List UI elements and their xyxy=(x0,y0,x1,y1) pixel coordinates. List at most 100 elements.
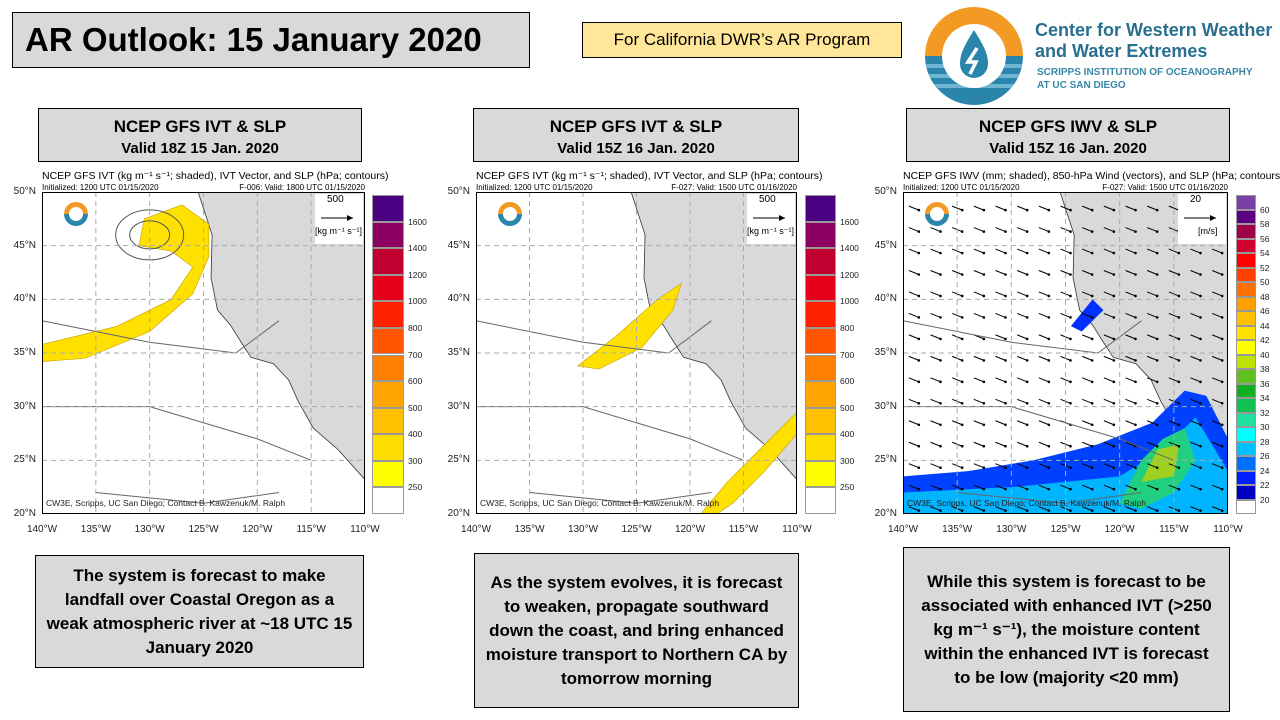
lat-label: 30°N xyxy=(13,400,36,412)
lat-label: 20°N xyxy=(13,508,36,519)
colorbar-swatch xyxy=(372,274,404,302)
reference-vector-units: [m/s] xyxy=(1198,226,1218,236)
colorbar-swatch xyxy=(372,354,404,382)
lat-label: 50°N xyxy=(874,186,897,197)
colorbar-swatch xyxy=(805,354,836,382)
cw3e-logo-icon xyxy=(64,202,88,226)
lat-label: 30°N xyxy=(874,400,897,412)
lon-label: 140°W xyxy=(887,524,919,535)
lat-label: 45°N xyxy=(874,239,897,251)
colorbar-label: 300 xyxy=(408,455,423,466)
reference-vector-value: 500 xyxy=(327,194,344,205)
colorbar-swatch xyxy=(372,460,404,488)
colorbar-swatch xyxy=(372,487,404,514)
slide-title: AR Outlook: 15 January 2020 xyxy=(12,12,530,68)
map-title: NCEP GFS IWV (mm; shaded), 850-hPa Wind … xyxy=(903,170,1280,182)
colorbar-label: 30 xyxy=(1260,422,1270,432)
colorbar-swatch xyxy=(372,327,404,355)
colorbar-swatch xyxy=(1236,499,1256,514)
lon-label: 125°W xyxy=(188,524,219,535)
lat-label: 25°N xyxy=(447,454,470,466)
colorbar-swatch xyxy=(805,274,836,302)
colorbar-label: 1400 xyxy=(840,243,859,254)
colorbar-swatch xyxy=(1236,441,1256,456)
colorbar-label: 34 xyxy=(1260,393,1270,403)
colorbar-swatch xyxy=(805,487,836,514)
colorbar-label: 600 xyxy=(408,376,423,387)
colorbar-label: 26 xyxy=(1260,451,1270,461)
panel-3-description: While this system is forecast to be asso… xyxy=(903,547,1230,712)
colorbar-swatch xyxy=(1236,282,1256,297)
lon-label: 140°W xyxy=(460,524,492,535)
colorbar-label: 500 xyxy=(840,402,855,413)
lat-label: 20°N xyxy=(447,508,470,519)
lon-label: 115°W xyxy=(1159,524,1189,535)
map-title: NCEP GFS IVT (kg m⁻¹ s⁻¹; shaded), IVT V… xyxy=(42,170,389,182)
lat-label: 50°N xyxy=(447,186,470,197)
lat-label: 40°N xyxy=(447,293,470,305)
colorbar-label: 250 xyxy=(840,482,855,493)
lon-label: 130°W xyxy=(996,524,1027,535)
colorbar-label: 800 xyxy=(840,322,855,333)
colorbar-swatch xyxy=(372,195,404,222)
land-mass xyxy=(630,192,797,481)
colorbar-label: 60 xyxy=(1260,204,1270,215)
colorbar-label: 700 xyxy=(408,349,423,360)
colorbar-label: 600 xyxy=(840,376,855,387)
panel-1-description: The system is forecast to make landfall … xyxy=(35,555,364,668)
panel-2-header: NCEP GFS IVT & SLP Valid 15Z 16 Jan. 2020 xyxy=(473,108,799,162)
colorbar-label: 44 xyxy=(1260,320,1270,331)
colorbar-label: 700 xyxy=(840,349,855,360)
colorbar-swatch xyxy=(805,301,836,328)
lon-label: 130°W xyxy=(567,524,599,535)
map-plot xyxy=(903,192,1228,514)
colorbar-swatch xyxy=(1236,311,1256,326)
logo-name: Center for Western Weather and Water Extr… xyxy=(1035,20,1273,61)
lat-label: 35°N xyxy=(874,347,897,358)
colorbar-swatch xyxy=(1236,369,1256,384)
colorbar-swatch xyxy=(1236,325,1256,340)
colorbar-swatch xyxy=(805,248,836,275)
colorbar-label: 22 xyxy=(1260,480,1270,490)
colorbar-swatch xyxy=(1236,296,1256,311)
lon-label: 125°W xyxy=(621,524,652,535)
cw3e-logo-icon xyxy=(925,202,949,226)
init-time: Initialized: 1200 UTC 01/15/2020 xyxy=(42,183,159,192)
init-time: Initialized: 1200 UTC 01/15/2020 xyxy=(903,183,1020,192)
colorbar-label: 36 xyxy=(1260,378,1270,389)
lon-label: 110°W xyxy=(350,524,380,535)
lon-label: 140°W xyxy=(26,524,58,535)
colorbar-swatch xyxy=(805,381,836,408)
lon-label: 125°W xyxy=(1050,524,1081,535)
colorbar-swatch xyxy=(1236,267,1256,282)
cw3e-logo-icon xyxy=(498,202,522,226)
colorbar-swatch xyxy=(1236,412,1256,427)
panel-1-header: NCEP GFS IVT & SLP Valid 18Z 15 Jan. 2020 xyxy=(38,108,362,162)
colorbar-label: 32 xyxy=(1260,407,1270,418)
ivt-map-panel-1: NCEP GFS IVT (kg m⁻¹ s⁻¹; shaded), IVT V… xyxy=(0,168,430,548)
valid-time: F-027: Valid: 1500 UTC 01/16/2020 xyxy=(1102,183,1228,192)
colorbar-swatch xyxy=(1236,456,1256,471)
colorbar-label: 40 xyxy=(1260,349,1270,360)
colorbar-swatch xyxy=(372,407,404,435)
colorbar-label: 400 xyxy=(840,429,855,440)
colorbar-label: 58 xyxy=(1260,219,1270,229)
lat-label: 40°N xyxy=(13,293,36,305)
valid-time: F-006: Valid: 1800 UTC 01/15/2020 xyxy=(239,183,365,192)
colorbar-label: 28 xyxy=(1260,436,1270,447)
colorbar-swatch xyxy=(372,248,404,275)
land-mass xyxy=(197,192,365,481)
reference-vector-units: [kg m⁻¹ s⁻¹] xyxy=(315,226,362,237)
lon-label: 135°W xyxy=(514,524,545,535)
ivt-plume xyxy=(700,411,797,514)
colorbar-swatch xyxy=(1236,195,1256,210)
colorbar-swatch xyxy=(372,434,404,461)
colorbar-swatch xyxy=(805,221,836,249)
lon-label: 110°W xyxy=(782,524,812,535)
colorbar-swatch xyxy=(805,434,836,461)
lat-label: 45°N xyxy=(13,239,36,251)
colorbar-swatch xyxy=(805,460,836,488)
colorbar-label: 400 xyxy=(408,429,423,440)
colorbar-swatch xyxy=(1236,224,1256,239)
colorbar-label: 300 xyxy=(840,455,855,466)
